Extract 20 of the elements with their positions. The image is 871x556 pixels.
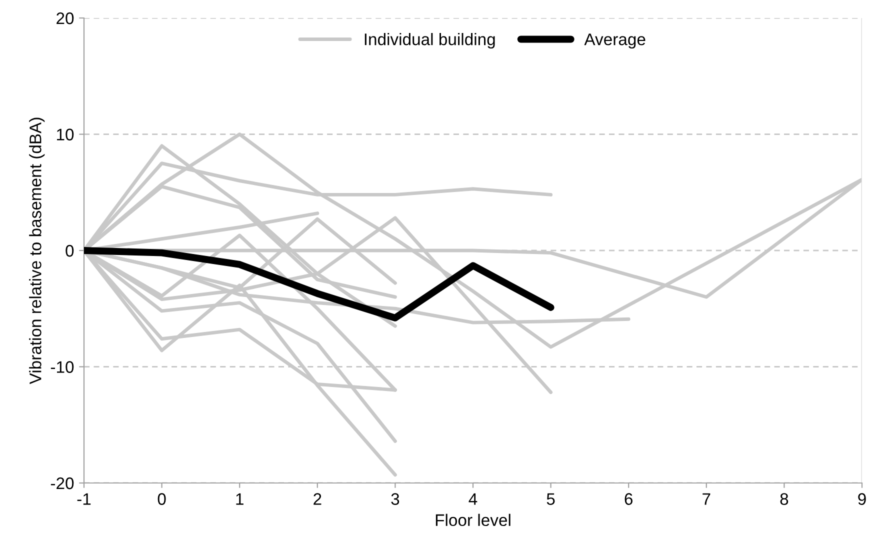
x-tick-label: 6	[624, 493, 632, 505]
x-tick-label: 9	[858, 493, 866, 505]
x-tick-label: 5	[546, 493, 555, 505]
x-tick-label: 2	[314, 493, 322, 505]
x-tick-label: 8	[780, 493, 788, 505]
y-tick-label: -20	[50, 477, 74, 490]
x-tick-label: 7	[702, 493, 710, 505]
x-tick-label: -1	[77, 493, 91, 505]
y-tick-label: 0	[66, 244, 74, 257]
y-tick-label: 20	[56, 12, 74, 24]
y-axis-title: Vibration relative to basement (dBA)	[29, 118, 45, 384]
x-tick-label: 4	[468, 493, 478, 505]
y-tick-label: -10	[50, 361, 74, 373]
x-tick-label: 0	[158, 493, 166, 505]
x-axis-title: Floor level	[436, 514, 510, 526]
legend-label: Individual building	[364, 33, 495, 49]
legend-label: Average	[584, 34, 646, 49]
x-tick-label: 1	[236, 493, 244, 505]
x-tick-label: 3	[391, 493, 400, 505]
y-tick-label: 10	[57, 128, 74, 140]
